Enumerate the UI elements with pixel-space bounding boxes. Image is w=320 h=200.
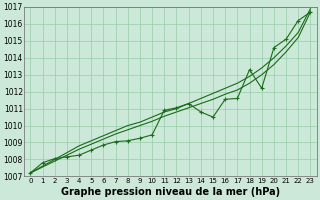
- X-axis label: Graphe pression niveau de la mer (hPa): Graphe pression niveau de la mer (hPa): [61, 187, 280, 197]
